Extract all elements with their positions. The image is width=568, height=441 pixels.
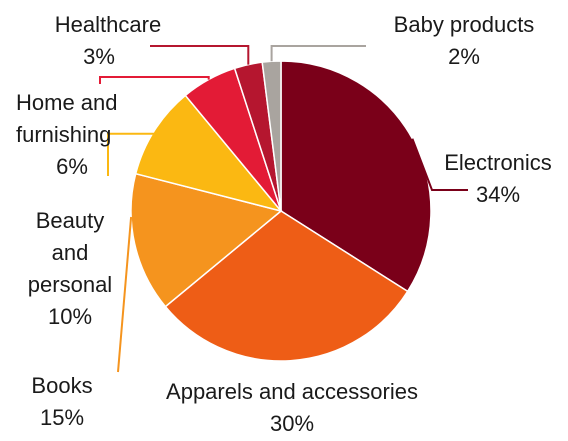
- label-books: Books: [31, 373, 92, 398]
- pct-beauty: 10%: [48, 304, 92, 329]
- pie-slice-books: [130, 172, 283, 308]
- leader-books: [117, 216, 133, 373]
- pct-baby-products: 2%: [448, 44, 480, 69]
- leader-home-furnishing: [99, 76, 210, 84]
- leader-baby-products: [270, 45, 366, 62]
- pie-slice-apparels-and-accessories: [164, 210, 409, 362]
- label-electronics: Electronics: [444, 150, 552, 175]
- pie-slices: [130, 60, 432, 362]
- leader-lines: [99, 45, 468, 373]
- pct-electronics: 34%: [476, 182, 520, 207]
- label-beauty-line3: personal: [28, 272, 112, 297]
- leader-electronics: [411, 138, 468, 191]
- label-apparels: Apparels and accessories: [166, 379, 418, 404]
- pct-healthcare: 3%: [83, 44, 115, 69]
- label-home-furnishing-line1: Home and: [16, 90, 118, 115]
- label-baby-products: Baby products: [394, 12, 535, 37]
- pct-books: 15%: [40, 405, 84, 430]
- pct-apparels: 30%: [270, 411, 314, 436]
- label-home-furnishing-line2: furnishing: [16, 122, 111, 147]
- label-beauty-line1: Beauty: [36, 208, 105, 233]
- pie-slice-beauty-and-personal: [134, 94, 284, 213]
- pct-home-furnishing: 6%: [56, 154, 88, 179]
- label-healthcare: Healthcare: [55, 12, 161, 37]
- leader-beauty: [107, 132, 160, 176]
- label-beauty-line2: and: [52, 240, 89, 265]
- leader-healthcare: [150, 45, 250, 65]
